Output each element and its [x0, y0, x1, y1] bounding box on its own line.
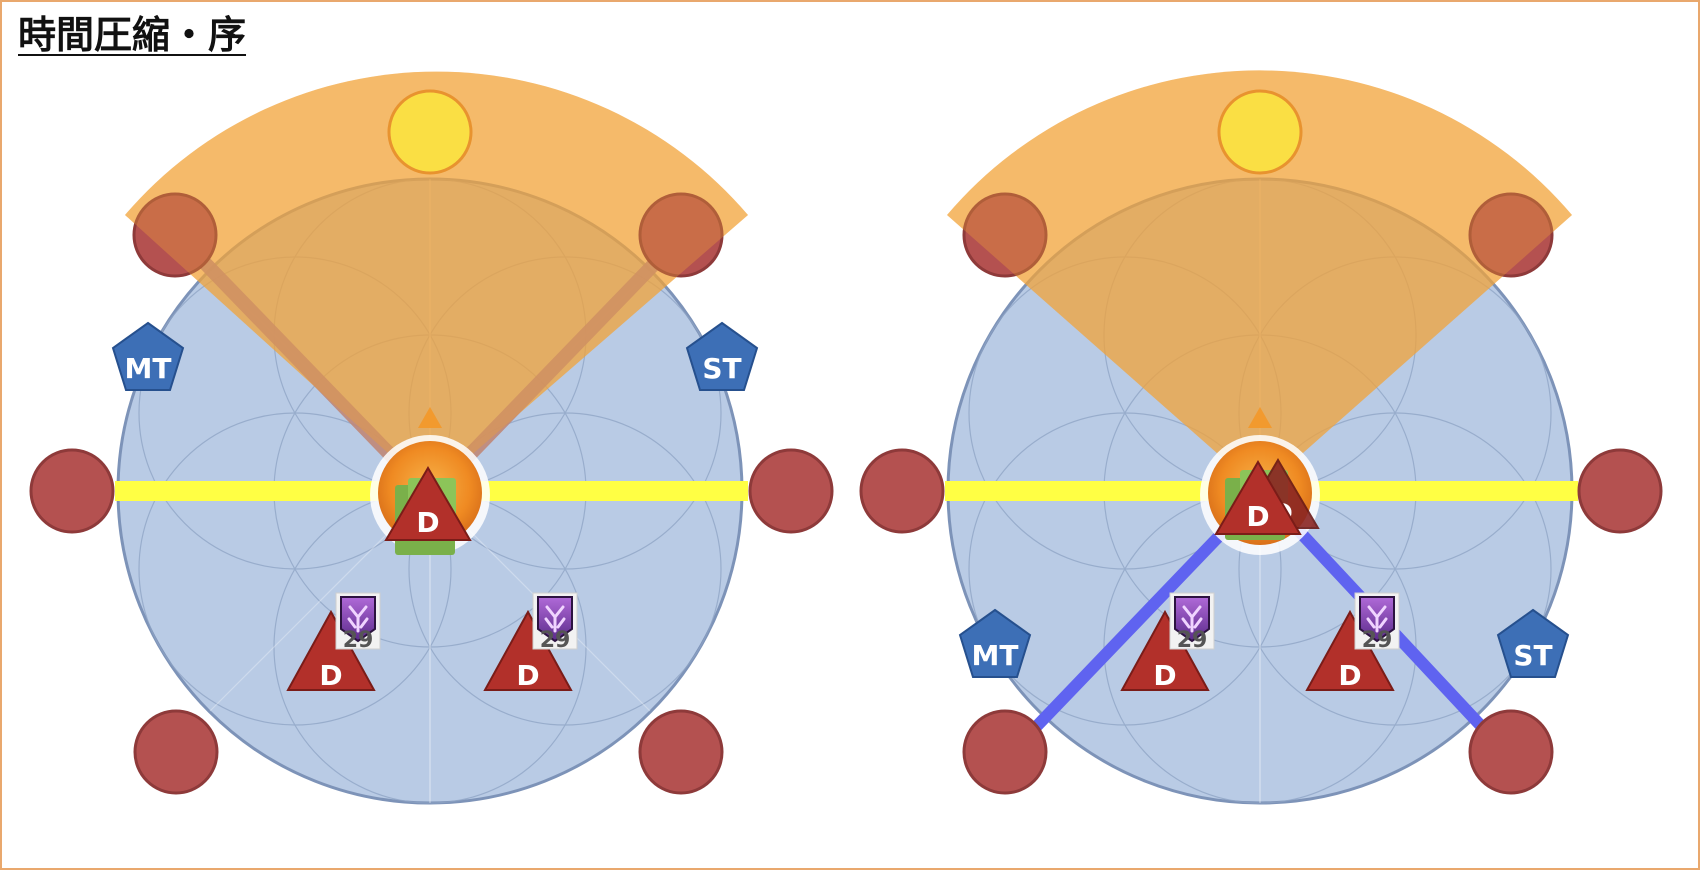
- st-label: ST: [1513, 639, 1552, 672]
- svg-text:D: D: [1153, 659, 1176, 692]
- cone-aoe: [125, 71, 748, 491]
- purple-debuff-icon: 29: [1353, 591, 1401, 653]
- tether-line: [194, 253, 411, 475]
- dps-marker: D: [1214, 460, 1302, 535]
- red-marker: [748, 448, 834, 534]
- stack-count: 29: [540, 628, 571, 653]
- dps-marker: D: [483, 609, 573, 692]
- svg-text:D: D: [1338, 659, 1361, 692]
- purple-debuff-icon: 29: [531, 591, 579, 653]
- red-marker: [1468, 709, 1554, 795]
- svg-text:D: D: [516, 659, 539, 692]
- red-marker: [29, 448, 115, 534]
- tether-line: [449, 253, 666, 475]
- dps-marker: D: [384, 466, 472, 541]
- page-title: 時間圧縮・序: [18, 13, 247, 57]
- tank-marker-mt: MT: [958, 608, 1032, 678]
- tank-marker-mt: MT: [111, 321, 185, 391]
- diagram-right: D D MT ST D 29 D 29: [859, 70, 1663, 805]
- red-marker: [133, 709, 219, 795]
- red-marker: [962, 192, 1048, 278]
- cone-aoe: [947, 70, 1572, 491]
- mt-label: MT: [972, 639, 1019, 672]
- svg-text:D: D: [319, 659, 342, 692]
- stack-count: 29: [343, 628, 374, 653]
- yellow-marker: [387, 89, 473, 175]
- red-marker: [859, 448, 945, 534]
- purple-debuff-icon: 29: [334, 591, 382, 653]
- dps-marker: D: [1305, 609, 1395, 692]
- st-label: ST: [702, 352, 741, 385]
- red-marker: [132, 192, 218, 278]
- red-marker: [638, 192, 724, 278]
- tank-marker-st: ST: [685, 321, 759, 391]
- dps-marker: D: [286, 609, 376, 692]
- diagram-left: D MT ST D 29 D 29: [29, 71, 834, 805]
- dps-marker: D: [1120, 609, 1210, 692]
- dps-label: D: [416, 506, 439, 539]
- red-marker: [1468, 192, 1554, 278]
- red-marker: [962, 709, 1048, 795]
- tether-line: [1030, 525, 1230, 733]
- mt-label: MT: [125, 352, 172, 385]
- stack-count: 29: [1177, 628, 1208, 653]
- red-marker: [1577, 448, 1663, 534]
- stack-count: 29: [1362, 628, 1393, 653]
- yellow-marker: [1217, 89, 1303, 175]
- red-marker: [638, 709, 724, 795]
- svg-text:D: D: [1246, 500, 1269, 533]
- tank-marker-st: ST: [1496, 608, 1570, 678]
- purple-debuff-icon: 29: [1168, 591, 1216, 653]
